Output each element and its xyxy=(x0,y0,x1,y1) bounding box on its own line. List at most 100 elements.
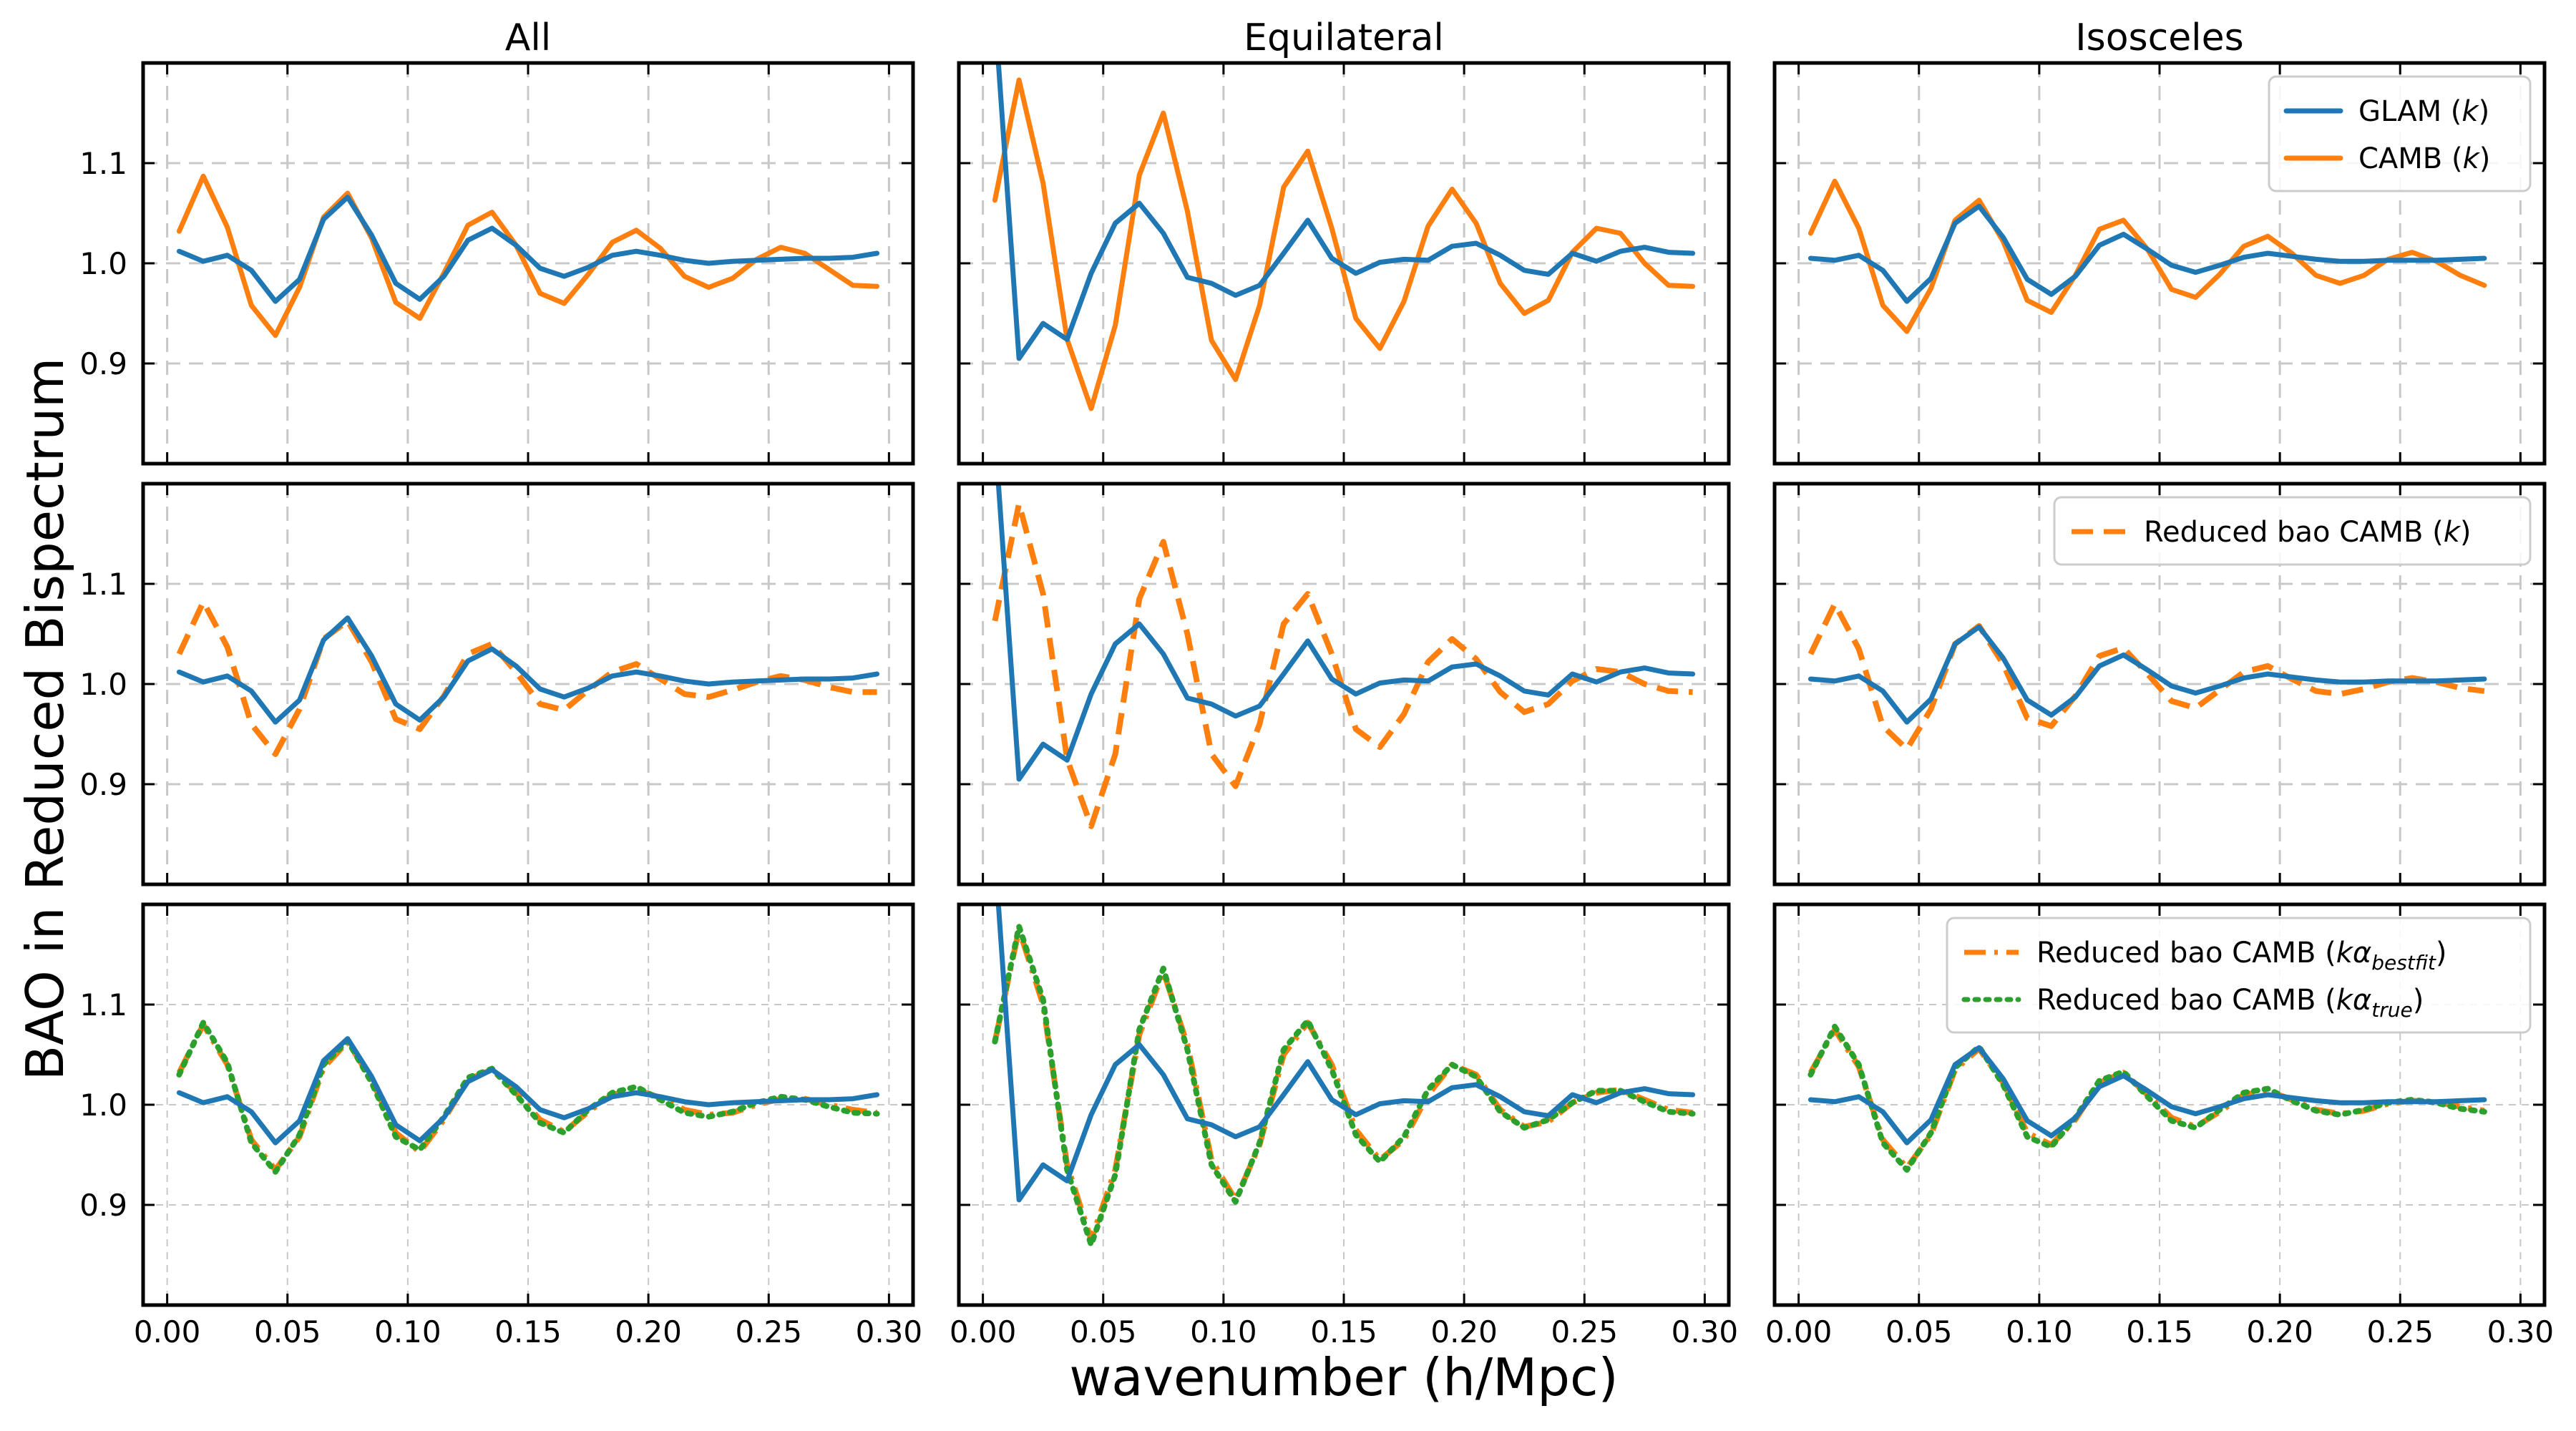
series-lines xyxy=(992,904,1696,1248)
x-tick-label: 0.05 xyxy=(1885,1314,1953,1349)
x-tick-label: 0.30 xyxy=(856,1314,923,1349)
series-line-glam-k xyxy=(995,63,1696,361)
series-lines xyxy=(992,484,1696,829)
gridlines xyxy=(1775,484,2545,884)
x-axis-label: wavenumber (h/Mpc) xyxy=(1069,1347,1618,1407)
panel-row1-all: 0.9 1.0 1.1 xyxy=(79,61,915,466)
y-tick-label: 1.1 xyxy=(79,146,127,181)
x-tick-label: 0.20 xyxy=(2246,1314,2313,1349)
series-line-reduced-bao-camb-k xyxy=(1807,601,2485,752)
x-tick-label: 0.10 xyxy=(374,1314,441,1349)
panel-row2-all: 0.9 1.0 1.1 xyxy=(79,482,915,887)
series-line-camb-k xyxy=(176,173,880,338)
legend: GLAM (k) CAMB (k) xyxy=(2268,75,2532,192)
series-line-reduced-bao-camb-k xyxy=(992,501,1693,829)
x-tick-label: 0.00 xyxy=(134,1314,201,1349)
series-line-glam-k xyxy=(995,484,1696,782)
series-line-glam-k xyxy=(1807,203,2487,304)
x-tick-label: 0.25 xyxy=(1551,1314,1618,1349)
y-tick-label: 0.9 xyxy=(79,346,127,381)
legend-label: CAMB (k) xyxy=(2358,142,2490,175)
legend-box xyxy=(2053,496,2532,566)
series-lines xyxy=(1807,178,2487,334)
legend-label: Reduced bao CAMB (kαbestfit) xyxy=(2036,937,2447,975)
ticks xyxy=(1775,63,2545,464)
y-tick-label: 0.9 xyxy=(79,1188,127,1223)
series-line-glam-k xyxy=(176,195,880,304)
panel-row3-equilateral: 0.00 0.05 0.10 0.15 0.20 0.25 0.30 xyxy=(950,902,1738,1349)
x-tick-label: 0.20 xyxy=(1430,1314,1498,1349)
series-lines xyxy=(992,63,1696,411)
gridlines xyxy=(959,484,1729,884)
x-tick-label: 0.25 xyxy=(2366,1314,2434,1349)
panel-frame xyxy=(957,61,1731,466)
series-lines xyxy=(176,599,880,757)
panel-frame xyxy=(1772,902,2547,1307)
panel-row3-all: 0.00 0.05 0.10 0.15 0.20 0.25 0.30 0.9 1.0 1.1 xyxy=(79,902,922,1349)
x-tick-label: 0.05 xyxy=(1070,1314,1137,1349)
panel-frame xyxy=(141,61,915,466)
x-tick-label: 0.00 xyxy=(950,1314,1017,1349)
y-tick-label: 1.0 xyxy=(79,1088,127,1123)
series-line-glam-k xyxy=(176,1036,880,1146)
column-title-isosceles: Isosceles xyxy=(2075,16,2243,59)
panel-row2-isosceles: Reduced bao CAMB (k) xyxy=(1772,482,2547,887)
ticks xyxy=(959,63,1729,464)
panel-grid: 0.9 1.0 1.1 GLAM (k) CAMB (k) 0.9 1.0 1.1 Reduce… xyxy=(79,61,2554,1349)
series-line-glam-k xyxy=(995,904,1696,1203)
y-tick-label: 1.1 xyxy=(79,567,127,602)
ticks: 0.00 0.05 0.10 0.15 0.20 0.25 0.30 xyxy=(1765,904,2554,1349)
series-line-glam-k xyxy=(1807,624,2487,725)
legend: Reduced bao CAMB (kαbestfit) Reduced bao … xyxy=(1946,917,2532,1034)
gridlines xyxy=(959,904,1729,1305)
panel-frame xyxy=(957,902,1731,1307)
x-tick-label: 0.05 xyxy=(254,1314,321,1349)
legend-box xyxy=(1946,917,2532,1034)
panel-row1-isosceles: GLAM (k) CAMB (k) xyxy=(1772,61,2547,466)
legend-label: GLAM (k) xyxy=(2358,95,2489,128)
column-title-equilateral: Equilateral xyxy=(1244,16,1444,59)
series-line-glam-k xyxy=(1807,1045,2487,1146)
y-tick-label: 0.9 xyxy=(79,767,127,802)
y-tick-label: 1.0 xyxy=(79,246,127,281)
x-tick-label: 0.00 xyxy=(1765,1314,1833,1349)
column-title-all: All xyxy=(505,16,551,59)
series-line-camb-k xyxy=(1807,178,2487,334)
x-tick-label: 0.15 xyxy=(1310,1314,1377,1349)
legend-box xyxy=(2268,75,2532,192)
legend-label: Reduced bao CAMB (k) xyxy=(2144,516,2472,549)
gridlines xyxy=(959,63,1729,464)
x-tick-label: 0.30 xyxy=(2487,1314,2555,1349)
x-tick-label: 0.15 xyxy=(494,1314,562,1349)
panel-row3-isosceles: 0.00 0.05 0.10 0.15 0.20 0.25 0.30 Reduced bao … xyxy=(1765,902,2554,1349)
x-tick-label: 0.30 xyxy=(1672,1314,1739,1349)
panel-frame xyxy=(1772,61,2547,466)
series-line-reduced-bao-camb-k-true xyxy=(1807,1023,2487,1173)
y-axis-label: BAO in Reduced Bispectrum xyxy=(15,358,75,1080)
panel-frame xyxy=(141,482,915,887)
y-tick-label: 1.0 xyxy=(79,667,127,702)
series-line-glam-k xyxy=(176,615,880,725)
legend-label: Reduced bao CAMB (kαtrue) xyxy=(2036,984,2424,1022)
panel-row2-equilateral xyxy=(957,482,1731,887)
y-tick-label: 1.1 xyxy=(79,987,127,1022)
ticks: 0.9 1.0 1.1 xyxy=(79,63,913,464)
ticks: 0.00 0.05 0.10 0.15 0.20 0.25 0.30 xyxy=(950,904,1738,1349)
column-titles: All Equilateral Isosceles xyxy=(505,16,2244,59)
series-lines xyxy=(1807,601,2487,752)
series-lines xyxy=(176,173,880,338)
gridlines xyxy=(143,63,913,464)
series-line-reduced-bao-camb-k xyxy=(176,599,877,757)
x-tick-label: 0.25 xyxy=(735,1314,802,1349)
x-tick-label: 0.10 xyxy=(1190,1314,1257,1349)
ticks: 0.00 0.05 0.10 0.15 0.20 0.25 0.30 0.9 1.0 1.1 xyxy=(79,904,922,1349)
ticks: 0.9 1.0 1.1 xyxy=(79,484,913,884)
series-lines xyxy=(1807,1023,2487,1173)
gridlines xyxy=(143,484,913,884)
x-tick-label: 0.15 xyxy=(2126,1314,2193,1349)
panel-frame xyxy=(957,482,1731,887)
panel-frame xyxy=(141,902,915,1307)
series-lines xyxy=(176,1020,880,1175)
panel-frame xyxy=(1772,482,2547,887)
